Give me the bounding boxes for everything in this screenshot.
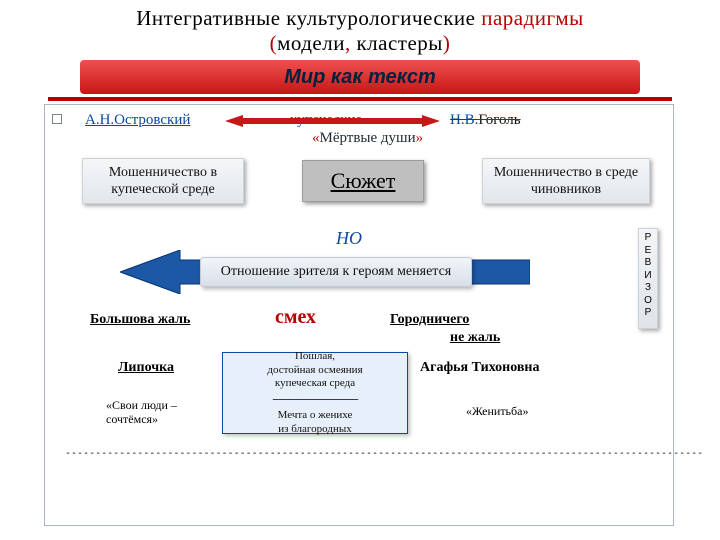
dead-souls-text: Мёртвые души — [320, 130, 416, 146]
author-gogol-initials: Н.В. — [450, 112, 478, 128]
revisor-letters: РЕВИЗОР — [639, 232, 657, 320]
revisor-vertical: РЕВИЗОР — [638, 228, 658, 329]
slide-title: Интегративные культурологические парадиг… — [0, 6, 720, 56]
info-box: Пошлая, достойная осмеяния купеческая ср… — [222, 352, 408, 434]
but-label: НО — [336, 228, 362, 249]
info-l5: из благородных — [278, 423, 351, 437]
title-paren-close: ) — [443, 31, 451, 55]
author-gogol: Н.В.Гоголь — [450, 112, 521, 129]
work-left-line1: «Свои люди – — [106, 398, 177, 412]
work-right: «Женитьба» — [466, 404, 528, 419]
no-pity-label: не жаль — [450, 330, 500, 346]
laughter-label: смех — [275, 306, 316, 329]
double-arrow-icon — [225, 115, 440, 127]
dead-souls: «Мёртвые души» — [312, 130, 423, 147]
node-official-fraud: Мошенничество в среде чиновников — [482, 158, 650, 204]
info-l2: достойная осмеяния — [267, 364, 362, 378]
bolshov-pity: Большова жаль — [90, 312, 190, 328]
title-part-red: парадигмы — [481, 6, 584, 30]
node-merchant-fraud: Мошенничество в купеческой среде — [82, 158, 244, 204]
title-models: модели — [277, 31, 345, 55]
horizontal-rule — [48, 97, 672, 101]
quote-open: « — [312, 130, 320, 146]
mayor-label: Городничего — [390, 312, 469, 328]
subtitle-band: Мир как текст — [80, 60, 640, 94]
author-ostrovsky: А.Н.Островский — [85, 112, 190, 129]
mayor-text: Городничего — [390, 312, 469, 327]
title-clusters: кластеры — [351, 31, 443, 55]
agafya-label: Агафья Тихоновна — [420, 360, 540, 376]
title-part-dark: Интегративные культурологические — [136, 6, 475, 30]
node-plot: Сюжет — [302, 160, 424, 202]
lipochka-label: Липочка — [118, 360, 174, 376]
relation-box: Отношение зрителя к героям меняется — [200, 257, 472, 287]
work-left: «Свои люди – сочтёмся» — [106, 398, 177, 427]
quote-close: » — [416, 130, 424, 146]
info-l4: Мечта о женихе — [278, 409, 353, 423]
info-l1: Пошлая, — [295, 350, 335, 364]
bullet-square — [52, 114, 62, 124]
info-l3: купеческая среда — [275, 377, 355, 391]
info-dash: -------------------------------- — [272, 393, 357, 407]
title-paren-open: ( — [270, 31, 278, 55]
work-left-line2: сочтёмся» — [106, 412, 158, 426]
author-gogol-name: Гоголь — [478, 112, 520, 128]
end-rule: ----------------------------------------… — [65, 448, 703, 459]
